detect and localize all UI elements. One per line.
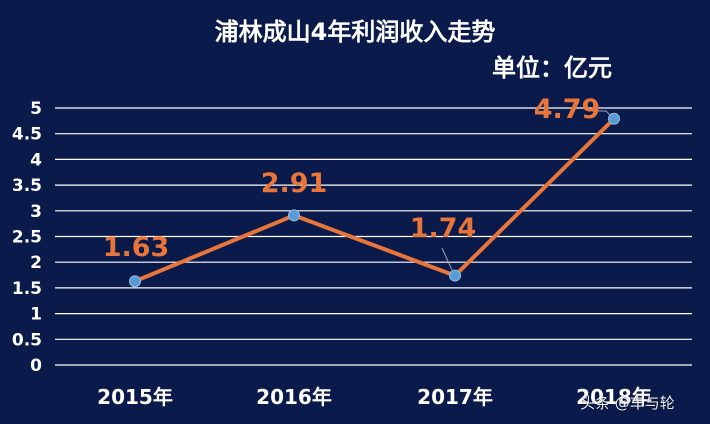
data-point — [288, 209, 300, 222]
chart-subtitle: 单位：亿元 — [492, 54, 612, 82]
x-tick-label: 2015年 — [97, 385, 173, 409]
series-line — [134, 117, 616, 284]
x-tick-label: 2018年 — [576, 385, 652, 409]
y-tick-label: 2.5 — [12, 228, 42, 248]
data-label: 1.74 — [410, 213, 477, 244]
data-label: 2.91 — [261, 168, 328, 199]
x-tick-label: 2016年 — [256, 385, 332, 409]
y-tick-label: 1 — [30, 305, 42, 325]
y-tick-label: 5 — [30, 99, 42, 119]
data-label: 4.79 — [534, 94, 601, 125]
data-point — [449, 269, 461, 282]
y-tick-label: 2 — [30, 253, 42, 273]
y-tick-label: 1.5 — [12, 279, 42, 299]
leader-line — [441, 247, 453, 271]
data-label: 1.63 — [103, 232, 170, 263]
data-point — [129, 275, 141, 288]
chart-title: 浦林成山4年利润收入走势 — [214, 18, 496, 46]
data-point — [608, 112, 620, 125]
y-tick-label: 3.5 — [12, 176, 42, 196]
y-tick-label: 0.5 — [12, 330, 42, 350]
x-tick-label: 2017年 — [417, 385, 493, 409]
y-tick-label: 4.5 — [12, 125, 42, 145]
y-tick-label: 0 — [30, 356, 42, 376]
y-tick-label: 4 — [30, 150, 42, 170]
watermark: 头条 @车与轮 — [580, 394, 675, 412]
y-tick-label: 3 — [30, 202, 42, 222]
